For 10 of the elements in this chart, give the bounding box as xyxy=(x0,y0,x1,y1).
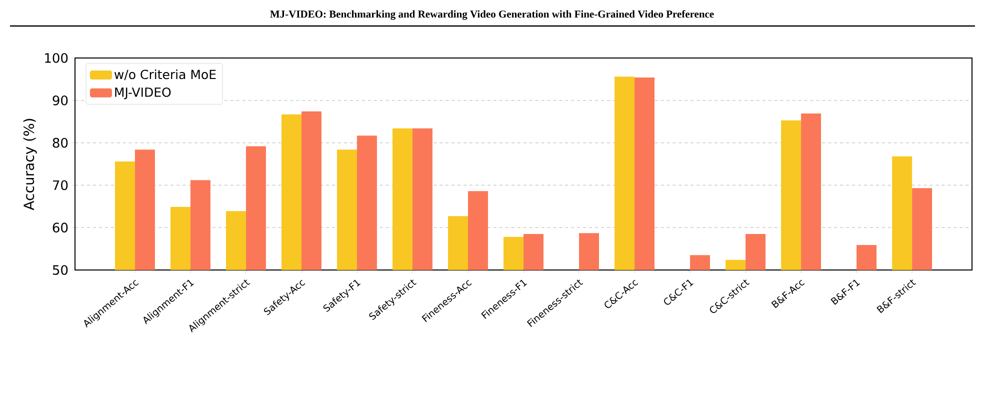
y-axis-title: Accuracy (%) xyxy=(23,118,37,210)
y-tick-label: 100 xyxy=(45,53,68,63)
y-tick-label: 70 xyxy=(53,180,68,190)
legend-label: w/o Criteria MoE xyxy=(114,69,216,80)
legend-label: MJ-VIDEO xyxy=(115,87,171,100)
y-tick-label: 50 xyxy=(52,265,68,275)
y-tick-label: 90 xyxy=(52,95,68,106)
chart-title: MJ-VIDEO: Benchmarking and Rewarding Video Generation with Fine-Grained Video Preference xyxy=(270,10,714,20)
y-tick-label: 60 xyxy=(52,222,68,233)
y-tick-label: 80 xyxy=(52,138,68,148)
